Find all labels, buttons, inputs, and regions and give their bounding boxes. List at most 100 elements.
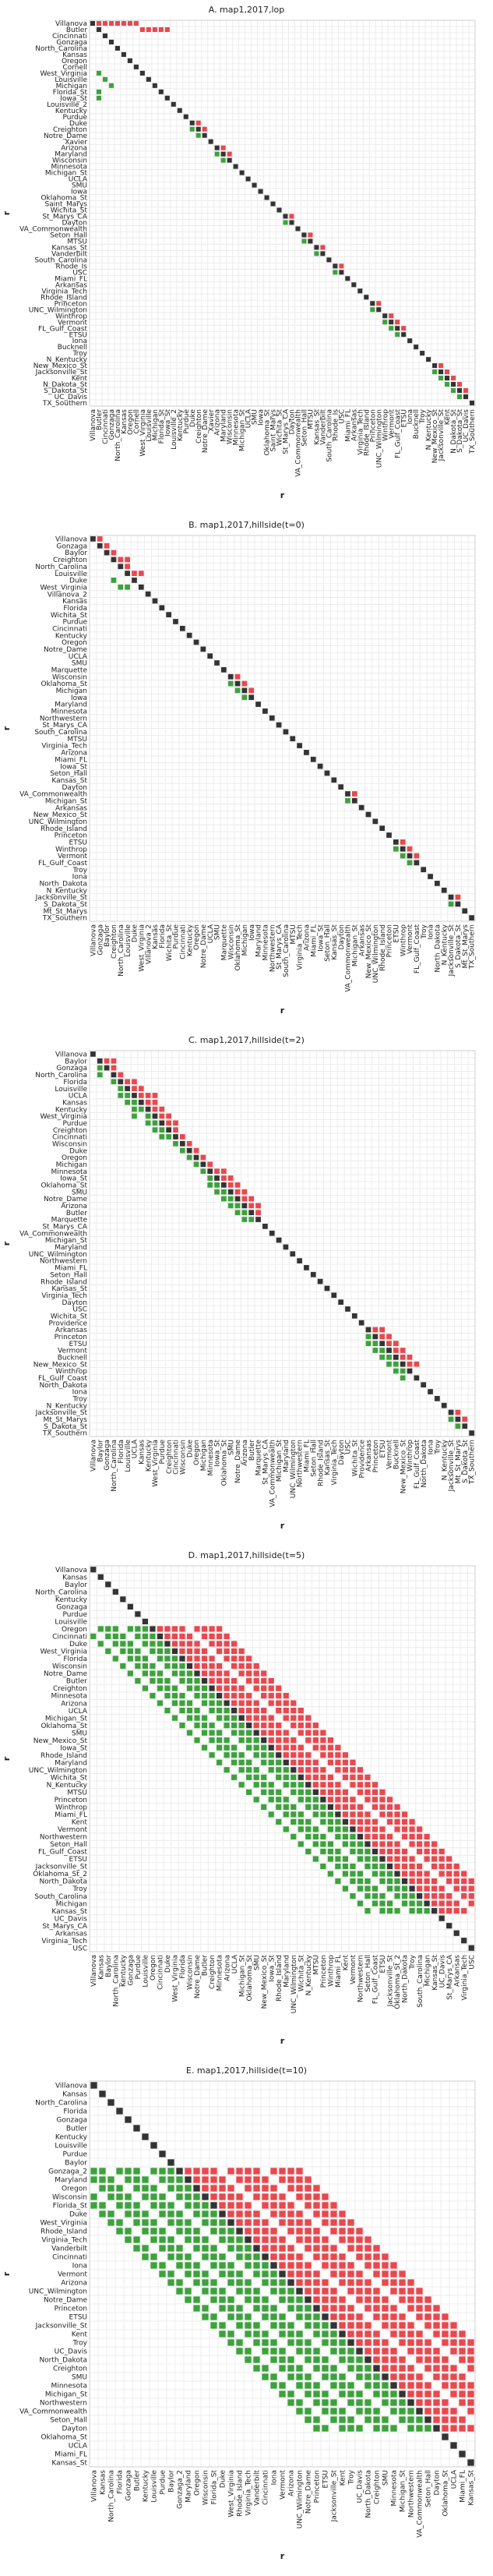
cell-lower: [268, 1789, 274, 1795]
cell-diagonal: [193, 2185, 200, 2192]
cell-lower: [90, 2193, 97, 2200]
cell-diagonal: [104, 549, 110, 556]
cell-lower: [216, 1700, 223, 1706]
cell-lower: [322, 2399, 329, 2406]
cell-upper: [279, 2202, 286, 2209]
cell-lower: [157, 1655, 164, 1662]
cell-upper: [327, 1797, 333, 1803]
cell-upper: [320, 1782, 326, 1788]
cell-upper: [104, 542, 110, 549]
cell-diagonal: [297, 743, 302, 748]
y-tick-label: Cornell: [62, 64, 87, 72]
x-tick-label: N_Kentucky: [425, 408, 433, 450]
cell-diagonal: [142, 2133, 149, 2140]
cell-lower: [401, 1885, 408, 1892]
cell-lower: [167, 2236, 174, 2243]
cell-upper: [373, 2330, 380, 2337]
cell-diagonal: [459, 2451, 466, 2458]
x-tick-label: Notre_Dame: [200, 924, 208, 969]
cell-upper: [231, 1648, 238, 1655]
cell-lower: [194, 1715, 200, 1721]
cell-upper: [330, 2210, 337, 2217]
y-tick-label: New_Mexico_St: [33, 1737, 88, 1745]
cell-upper: [279, 2193, 286, 2200]
cell-upper: [287, 2253, 294, 2260]
cell-lower: [270, 2339, 277, 2346]
cell-lower: [279, 2382, 286, 2389]
plot-frame: [89, 19, 476, 407]
cell-diagonal: [364, 295, 369, 300]
cell-lower: [167, 2219, 174, 2226]
cell-lower: [152, 1127, 158, 1133]
cell-lower: [112, 1641, 118, 1647]
cell-upper: [409, 1833, 415, 1840]
cell-diagonal: [289, 220, 294, 225]
cell-upper: [335, 1782, 341, 1788]
cell-lower: [296, 2348, 303, 2355]
cell-lower: [330, 2408, 337, 2415]
cell-upper: [313, 2245, 320, 2252]
cell-lower: [107, 2176, 114, 2183]
cell-lower: [108, 83, 114, 88]
cell-lower: [210, 2210, 217, 2217]
cell-lower: [176, 2253, 183, 2260]
cell-upper: [287, 2202, 294, 2209]
cell-upper: [347, 2219, 354, 2226]
cell-lower: [301, 239, 307, 244]
cell-lower: [364, 2399, 372, 2406]
cell-upper: [357, 1804, 364, 1810]
cell-diagonal: [114, 45, 120, 51]
cell-lower: [322, 2373, 329, 2380]
x-tick-label: North_Carolina: [114, 409, 122, 461]
x-tick-label: Gonzaga: [104, 1440, 111, 1471]
cell-lower: [202, 2236, 209, 2243]
cell-upper: [312, 1744, 319, 1751]
cell-upper: [399, 2296, 406, 2303]
x-tick-label: TX_Southern: [469, 1440, 477, 1485]
cell-lower: [193, 2202, 200, 2209]
cell-lower: [291, 1782, 297, 1788]
cell-lower: [185, 2253, 192, 2260]
cell-lower: [125, 2176, 132, 2183]
cell-lower: [342, 1885, 349, 1892]
cell-upper: [195, 120, 201, 125]
chart-panel-e: E. map1,2017,hillside(t=10) Villanova Kans…: [0, 2061, 493, 2576]
y-tick-label: Florida: [63, 2108, 87, 2116]
cell-lower: [164, 1648, 171, 1655]
cell-lower: [400, 1368, 406, 1374]
cell-upper: [261, 1685, 267, 1691]
cell-upper: [261, 1677, 267, 1684]
cell-lower: [125, 584, 130, 590]
x-tick-label: Wichita_St: [166, 924, 174, 962]
cell-lower: [241, 1217, 248, 1222]
cell-lower: [125, 2168, 132, 2175]
cell-lower: [364, 2373, 372, 2380]
cell-diagonal: [455, 901, 461, 907]
cell-lower: [224, 1708, 230, 1714]
cell-upper: [399, 2322, 406, 2329]
cell-upper: [270, 2245, 277, 2252]
x-tick-label: Princeton: [369, 409, 377, 442]
cell-lower: [221, 1196, 227, 1202]
y-tick-label: St_Marys_CA: [42, 722, 88, 730]
cell-lower: [219, 2228, 226, 2235]
cell-upper: [231, 1677, 238, 1684]
cell-diagonal: [133, 64, 139, 69]
cell-lower: [305, 2305, 312, 2312]
cell-upper: [356, 2236, 363, 2243]
cell-lower: [201, 1715, 208, 1721]
cell-upper: [347, 2288, 354, 2295]
cell-lower: [262, 2296, 269, 2303]
y-tick-label: Iowa: [71, 189, 87, 196]
cell-upper: [407, 2322, 414, 2329]
cell-upper: [390, 2365, 397, 2372]
x-tick-label: Bucknell: [413, 409, 421, 439]
cell-lower: [283, 1797, 289, 1803]
cell-lower: [125, 2228, 132, 2235]
cell-lower: [356, 2399, 363, 2406]
cell-upper: [210, 2185, 217, 2192]
x-tick-label: Cincinnati: [262, 2470, 270, 2505]
cell-diagonal: [358, 804, 364, 811]
cell-upper: [209, 1663, 215, 1670]
cell-upper: [227, 2202, 234, 2209]
